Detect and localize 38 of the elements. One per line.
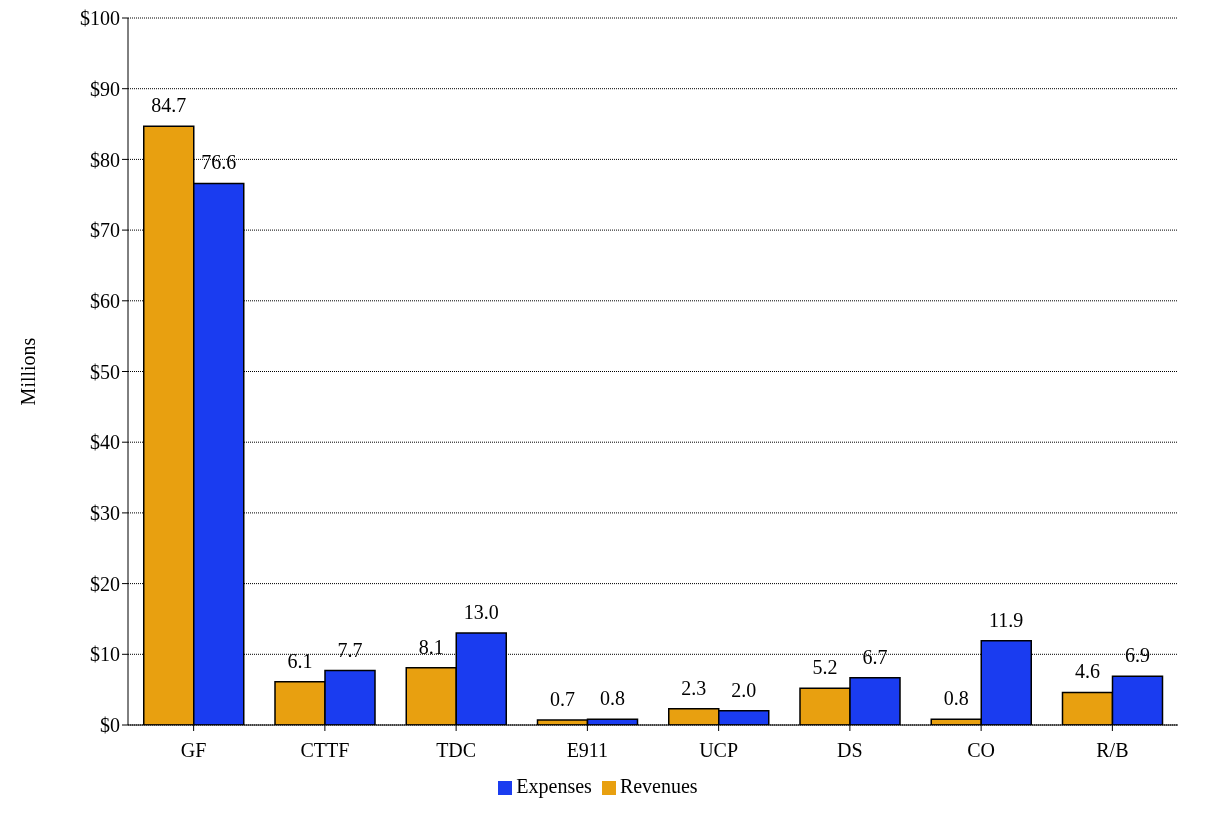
y-tick-label: $100 [80,7,120,30]
data-label: 6.9 [1125,644,1150,667]
legend-label: Expenses [516,775,592,797]
x-tick-label: UCP [699,739,739,762]
data-label: 76.6 [201,151,237,174]
data-label: 6.1 [287,649,313,672]
data-label: 7.7 [337,638,363,661]
data-label: 0.7 [550,688,575,711]
x-tick-label: DS [837,739,863,762]
data-label: 0.8 [943,687,969,710]
data-label: 6.7 [862,645,888,668]
x-tick-label: GF [180,739,207,762]
y-tick-label: $90 [90,77,120,100]
legend-label: Revenues [619,775,698,797]
y-tick-label: $40 [90,431,120,454]
data-label: 2.0 [731,678,757,701]
data-label: 8.1 [418,635,444,658]
x-tick-label: R/B [1096,739,1129,762]
x-tick-label: CTTF [300,739,350,762]
data-label: 5.2 [812,656,838,679]
data-label: 13.0 [463,601,499,624]
y-tick-label: $0 [100,714,120,737]
x-tick-label: CO [967,739,996,762]
data-label: 11.9 [989,608,1024,631]
y-axis-title: Millions [17,337,40,406]
data-label: 2.3 [681,676,707,699]
data-label: 0.8 [600,687,625,710]
y-tick-label: $10 [90,643,120,666]
y-tick-label: $80 [90,148,120,171]
y-tick-label: $50 [90,360,120,383]
x-tick-label: E911 [566,739,609,762]
data-label: 4.6 [1075,660,1100,683]
x-tick-label: TDC [436,739,477,762]
y-tick-label: $60 [90,289,120,312]
y-tick-label: $30 [90,502,120,524]
data-label: 84.7 [151,94,187,117]
y-tick-label: $20 [90,572,120,595]
y-tick-label: $70 [90,219,120,242]
